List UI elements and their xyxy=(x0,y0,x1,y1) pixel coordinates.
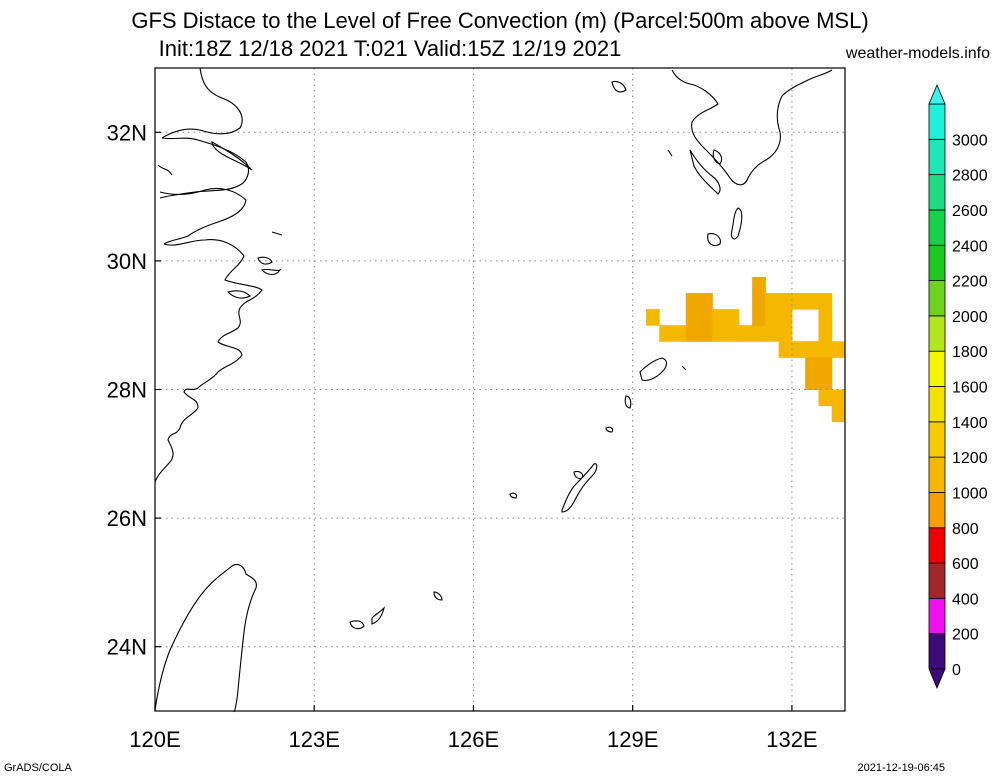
coastline-tokunoshima xyxy=(624,395,632,409)
coastline-okinawa xyxy=(561,463,598,513)
colorbar-band-2 xyxy=(928,562,946,599)
colorbar-band-0 xyxy=(928,633,946,670)
colorbar-label-400: 400 xyxy=(952,591,979,608)
colorbar-band-8 xyxy=(928,350,946,387)
colorbar-label-1400: 1400 xyxy=(952,415,988,432)
colorbar-label-0: 0 xyxy=(952,662,961,679)
colorbar-band-10 xyxy=(928,280,946,317)
colorbar-label-200: 200 xyxy=(952,627,979,644)
coastline-china xyxy=(154,67,263,483)
colorbar-label-3000: 3000 xyxy=(952,132,988,149)
colorbar-band-9 xyxy=(928,315,946,352)
coastline-yangtze-island xyxy=(211,141,253,171)
website-label: weather-models.info xyxy=(845,45,990,62)
colorbar-label-2800: 2800 xyxy=(952,168,988,185)
colorbar-label-1000: 1000 xyxy=(952,485,988,502)
footer-timestamp: 2021-12-19-06:45 xyxy=(857,762,945,774)
map-title-line2: Init:18Z 12/18 2021 T:021 Valid:15Z 12/1… xyxy=(158,36,622,61)
colorbar-band-1 xyxy=(928,597,946,635)
colorbar-band-12 xyxy=(928,209,946,246)
lfc-cell-5 xyxy=(752,276,766,326)
colorbar-band-7 xyxy=(928,386,946,423)
lfc-cell-2 xyxy=(685,293,713,342)
coastline-amami xyxy=(639,357,687,382)
x-tick-label-123: 123E xyxy=(289,727,340,752)
colorbar-label-1800: 1800 xyxy=(952,344,988,361)
coastline-okinoerabu xyxy=(605,426,614,433)
coastline-yakushima xyxy=(707,233,721,247)
x-tick-label-120: 120E xyxy=(129,727,180,752)
coastline-ishigaki xyxy=(349,606,386,630)
lfc-cell-4 xyxy=(738,325,766,342)
footer-software-label: GrADS/COLA xyxy=(4,762,72,774)
coastline-zhoushan xyxy=(226,231,283,299)
coastline-miyako xyxy=(433,591,443,601)
lfc-cell-0 xyxy=(645,309,660,326)
coastline-taiwan xyxy=(154,563,257,713)
colorbar-band-15 xyxy=(928,103,946,140)
axis-ticks: 120E 123E 126E 129E 132E 24N 26N 28N 30N 32N xyxy=(107,120,818,752)
colorbar-label-2400: 2400 xyxy=(952,238,988,255)
lfc-cell-3 xyxy=(712,309,740,342)
colorbar-label-2600: 2600 xyxy=(952,203,988,220)
colorbar-label-2200: 2200 xyxy=(952,274,988,291)
colorbar-under-arrow xyxy=(928,668,946,690)
colorbar-band-5 xyxy=(928,456,946,493)
y-tick-label-32: 32N xyxy=(107,120,147,145)
map-frame xyxy=(154,67,846,712)
lfc-cell-1 xyxy=(659,325,687,342)
x-tick-label-129: 129E xyxy=(607,727,658,752)
colorbar: 0 200 400 600 800 1000 1200 1400 1600 1800 2000 220… xyxy=(928,83,988,690)
colorbar-band-4 xyxy=(928,492,946,529)
lfc-cell-7 xyxy=(791,293,819,310)
coastline-kyushu-west xyxy=(611,80,723,195)
colorbar-label-800: 800 xyxy=(952,521,979,538)
x-tick-label-126: 126E xyxy=(448,727,499,752)
colorbar-label-2000: 2000 xyxy=(952,309,988,326)
coastline-kumejima xyxy=(509,492,518,499)
y-tick-label-28: 28N xyxy=(107,378,147,403)
colorbar-over-arrow xyxy=(928,83,946,105)
lfc-cell-10 xyxy=(805,341,846,358)
colorbar-label-1200: 1200 xyxy=(952,450,988,467)
gridlines xyxy=(155,68,845,711)
y-tick-label-24: 24N xyxy=(107,635,147,660)
lfc-cell-11 xyxy=(805,357,833,390)
coastline-tanegashima xyxy=(730,207,743,240)
lfc-field-layer xyxy=(645,276,846,423)
y-tick-label-30: 30N xyxy=(107,249,147,274)
coastline-kyushu xyxy=(671,69,833,186)
lfc-cell-13 xyxy=(831,405,846,423)
colorbar-label-600: 600 xyxy=(952,556,979,573)
colorbar-band-3 xyxy=(928,527,946,564)
map-title-line1: GFS Distace to the Level of Free Convect… xyxy=(131,8,869,33)
lfc-cell-8 xyxy=(818,293,833,342)
colorbar-band-13 xyxy=(928,174,946,211)
colorbar-band-11 xyxy=(928,244,946,281)
coastlines xyxy=(154,67,833,713)
y-tick-label-26: 26N xyxy=(107,506,147,531)
colorbar-label-1600: 1600 xyxy=(952,380,988,397)
colorbar-band-14 xyxy=(928,138,946,176)
colorbar-band-6 xyxy=(928,421,946,458)
lfc-cell-6 xyxy=(765,293,793,342)
x-tick-label-132: 132E xyxy=(766,727,817,752)
lfc-cell-12 xyxy=(818,389,846,407)
